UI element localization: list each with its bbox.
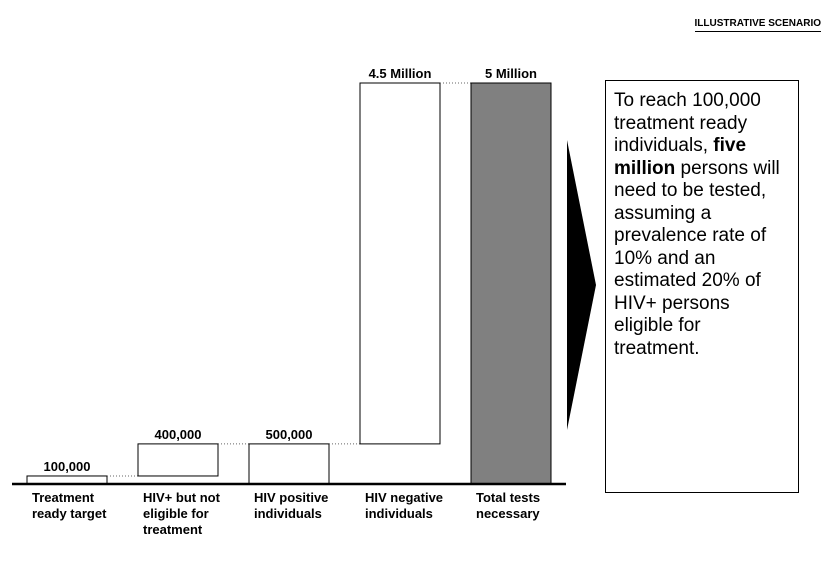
value-label: 5 Million <box>485 66 537 81</box>
category-label: Treatment ready target <box>32 490 107 521</box>
annotation-text: To reach 100,000 treatment ready individ… <box>614 90 761 156</box>
bar <box>359 82 441 445</box>
bar <box>137 443 219 477</box>
annotation-text: persons will need to be tested, assuming… <box>614 157 780 359</box>
category-label: HIV positive individuals <box>254 490 329 521</box>
annotation-bold: five million <box>614 135 747 179</box>
category-label: HIV negative individuals <box>365 490 444 521</box>
value-label: 4.5 Million <box>368 66 432 81</box>
bar <box>248 443 330 485</box>
category-label: HIV+ but not eligible for treatment <box>143 490 220 537</box>
arrow <box>567 140 596 430</box>
value-label: 500,000 <box>265 426 313 442</box>
value-label: 400,000 <box>154 426 202 442</box>
annotation-box: To reach 100,000 treatment ready individ… <box>605 80 799 493</box>
scenario-header: ILLUSTRATIVE SCENARIO <box>694 18 821 32</box>
category-label: Total tests necessary <box>476 490 541 521</box>
value-label: 100,000 <box>43 458 91 474</box>
bar <box>470 82 552 485</box>
